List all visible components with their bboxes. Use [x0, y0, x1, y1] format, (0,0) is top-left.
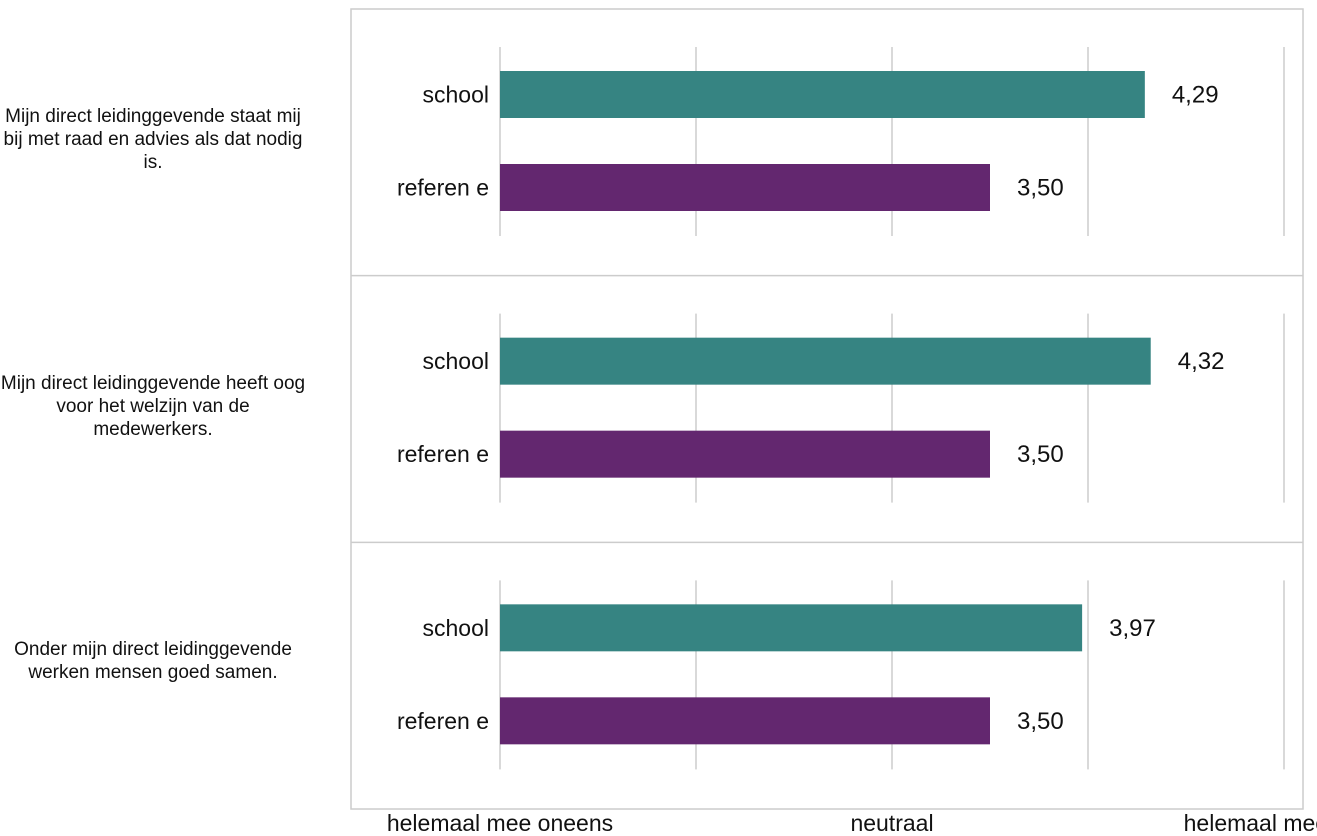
data-label: 3,50	[1017, 708, 1064, 735]
data-label: 3,97	[1109, 615, 1156, 642]
x-axis-tick-label: neutraal	[850, 810, 933, 836]
bar-school	[500, 71, 1145, 118]
bar-school	[500, 604, 1083, 652]
bar-referentie	[500, 430, 990, 478]
category-label: school	[423, 348, 489, 374]
statement-label-3: Onder mijn direct leidinggevende werken …	[14, 639, 292, 683]
data-label: 3,50	[1017, 175, 1064, 202]
category-label: referen e	[397, 175, 489, 201]
category-label: school	[423, 615, 489, 641]
bar-school	[500, 337, 1151, 385]
data-label: 4,32	[1178, 348, 1225, 375]
chart-frame	[350, 8, 1304, 810]
bar-referentie	[500, 164, 990, 211]
data-label: 3,50	[1017, 441, 1064, 468]
category-label: school	[423, 82, 489, 108]
statement-label-1: Mijn direct leidinggevende staat mij bij…	[3, 106, 303, 173]
data-label: 4,29	[1172, 82, 1219, 109]
x-axis-tick-label: helemaal mee eens	[1184, 810, 1317, 836]
statement-label-2: Mijn direct leidinggevende heeft oog voo…	[0, 373, 306, 440]
category-label: referen e	[397, 441, 489, 467]
category-label: referen e	[397, 708, 489, 734]
x-axis-tick-label: helemaal mee oneens	[387, 810, 613, 836]
bar-referentie	[500, 697, 990, 745]
